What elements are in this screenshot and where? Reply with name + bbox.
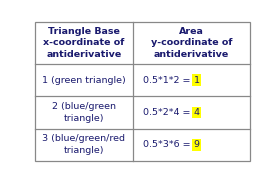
Text: 0.5*2*4 =: 0.5*2*4 = (143, 108, 194, 117)
Text: 0.5*3*6 =: 0.5*3*6 = (143, 140, 194, 149)
Text: Triangle Base
x-coordinate of
antiderivative: Triangle Base x-coordinate of antideriva… (43, 27, 125, 59)
Text: 1 (green triangle): 1 (green triangle) (42, 76, 126, 85)
Text: 0.5*1*2 =: 0.5*1*2 = (143, 76, 194, 85)
Text: Area
y-coordinate of
antiderivative: Area y-coordinate of antiderivative (151, 27, 232, 59)
Text: 2 (blue/green
triangle): 2 (blue/green triangle) (52, 102, 116, 123)
Text: 3 (blue/green/red
triangle): 3 (blue/green/red triangle) (42, 134, 125, 155)
Text: 1: 1 (194, 76, 200, 85)
Text: 4: 4 (194, 108, 200, 117)
Text: 9: 9 (194, 140, 200, 149)
